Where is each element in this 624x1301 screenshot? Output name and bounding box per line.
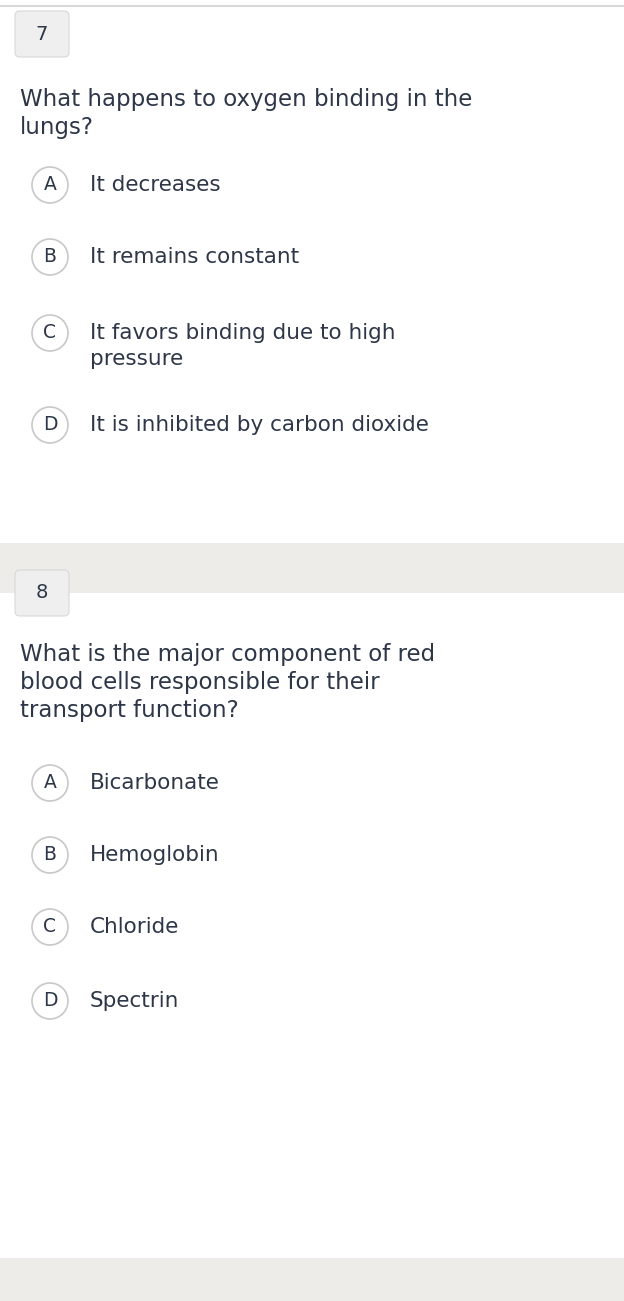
- Text: B: B: [44, 846, 57, 864]
- Text: pressure: pressure: [90, 349, 183, 369]
- Text: Spectrin: Spectrin: [90, 991, 179, 1011]
- Circle shape: [32, 239, 68, 275]
- Circle shape: [32, 407, 68, 444]
- Text: C: C: [44, 917, 57, 937]
- Text: C: C: [44, 324, 57, 342]
- Text: D: D: [43, 991, 57, 1011]
- Text: blood cells responsible for their: blood cells responsible for their: [20, 671, 379, 693]
- Circle shape: [32, 167, 68, 203]
- Text: 8: 8: [36, 584, 48, 602]
- Text: What happens to oxygen binding in the: What happens to oxygen binding in the: [20, 88, 472, 111]
- Text: B: B: [44, 247, 57, 267]
- Text: lungs?: lungs?: [20, 116, 94, 139]
- Text: It is inhibited by carbon dioxide: It is inhibited by carbon dioxide: [90, 415, 429, 435]
- Text: Hemoglobin: Hemoglobin: [90, 846, 220, 865]
- Text: It favors binding due to high: It favors binding due to high: [90, 323, 396, 343]
- Text: transport function?: transport function?: [20, 699, 239, 722]
- Text: 7: 7: [36, 25, 48, 43]
- Text: A: A: [44, 176, 56, 195]
- Circle shape: [32, 837, 68, 873]
- FancyBboxPatch shape: [15, 10, 69, 57]
- Text: It remains constant: It remains constant: [90, 247, 299, 267]
- Text: Chloride: Chloride: [90, 917, 179, 937]
- Circle shape: [32, 315, 68, 351]
- Text: What is the major component of red: What is the major component of red: [20, 643, 435, 666]
- Text: Bicarbonate: Bicarbonate: [90, 773, 220, 794]
- Circle shape: [32, 765, 68, 801]
- Text: D: D: [43, 415, 57, 435]
- FancyBboxPatch shape: [0, 1258, 624, 1301]
- Text: It decreases: It decreases: [90, 176, 221, 195]
- FancyBboxPatch shape: [0, 543, 624, 593]
- Circle shape: [32, 984, 68, 1019]
- Circle shape: [32, 909, 68, 945]
- FancyBboxPatch shape: [15, 570, 69, 615]
- Text: A: A: [44, 774, 56, 792]
